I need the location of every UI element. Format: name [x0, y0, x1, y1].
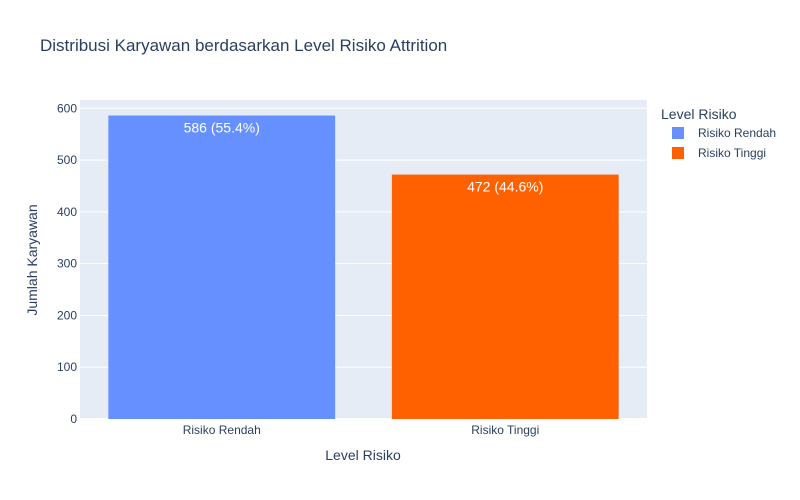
bar-value-label: 472 (44.6%) [467, 179, 543, 195]
y-tick-label: 100 [57, 360, 77, 374]
bar-labels: 586 (55.4%) 472 (44.6%) [184, 120, 544, 195]
bar-risiko-tinggi [391, 174, 619, 419]
legend-label[interactable]: Risiko Rendah [698, 126, 776, 140]
x-tick-label: Risiko Rendah [183, 423, 261, 437]
legend-title: Level Risiko [661, 106, 737, 122]
x-tick-label: Risiko Tinggi [471, 423, 539, 437]
legend: Level Risiko Risiko Rendah Risiko Tinggi [661, 106, 776, 160]
legend-swatch [672, 127, 684, 139]
x-axis-ticks: Risiko Rendah Risiko Tinggi [183, 423, 540, 437]
y-axis-ticks: 0 100 200 300 400 500 600 [57, 101, 77, 426]
y-tick-label: 0 [70, 412, 77, 426]
legend-label[interactable]: Risiko Tinggi [698, 146, 766, 160]
chart-title: Distribusi Karyawan berdasarkan Level Ri… [40, 36, 447, 55]
bar-value-label: 586 (55.4%) [184, 120, 260, 136]
x-axis-title: Level Risiko [325, 447, 401, 463]
y-tick-label: 300 [57, 257, 77, 271]
y-tick-label: 400 [57, 205, 77, 219]
y-tick-label: 600 [57, 101, 77, 115]
y-tick-label: 500 [57, 153, 77, 167]
legend-swatch [672, 147, 684, 159]
y-axis-title: Jumlah Karyawan [24, 204, 40, 315]
y-tick-label: 200 [57, 308, 77, 322]
bars [108, 115, 619, 420]
bar-risiko-rendah [108, 115, 336, 420]
